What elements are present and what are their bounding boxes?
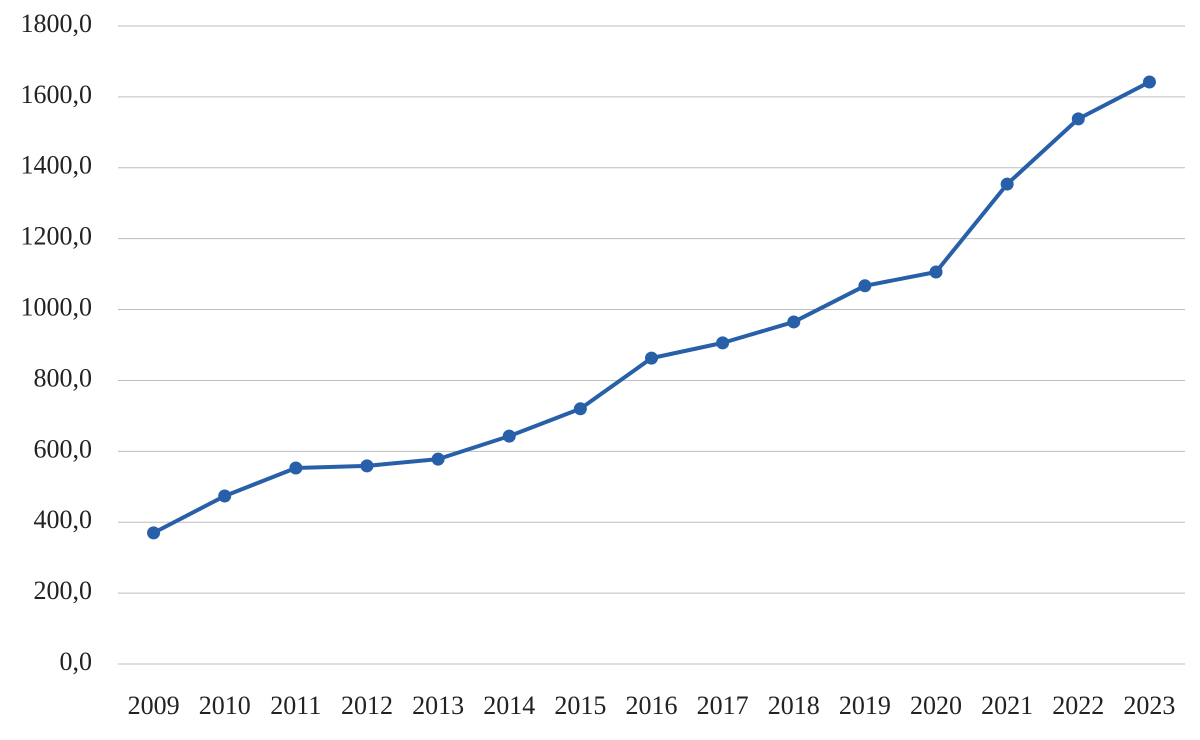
y-tick-label: 1600,0 <box>21 80 93 109</box>
x-tick-label: 2020 <box>910 691 962 720</box>
data-point <box>218 489 232 503</box>
data-point <box>147 526 161 540</box>
x-tick-label: 2016 <box>626 691 678 720</box>
y-tick-label: 1000,0 <box>21 293 93 322</box>
x-tick-label: 2018 <box>768 691 820 720</box>
y-tick-label: 1800,0 <box>21 9 93 38</box>
x-tick-label: 2010 <box>199 691 251 720</box>
data-point <box>573 402 587 416</box>
y-tick-label: 1400,0 <box>21 151 93 180</box>
data-point <box>1142 75 1156 89</box>
x-tick-label: 2021 <box>981 691 1033 720</box>
x-tick-label: 2017 <box>697 691 749 720</box>
data-point <box>360 459 374 473</box>
x-tick-label: 2009 <box>128 691 180 720</box>
data-point <box>929 265 943 279</box>
data-point <box>645 351 658 365</box>
x-tick-label: 2014 <box>483 691 535 720</box>
data-point <box>431 452 445 466</box>
data-point <box>502 429 516 443</box>
x-tick-label: 2011 <box>270 691 321 720</box>
y-tick-label: 600,0 <box>34 434 93 463</box>
data-point <box>858 279 872 293</box>
y-tick-label: 1200,0 <box>21 222 93 251</box>
x-tick-label: 2013 <box>412 691 464 720</box>
x-tick-label: 2012 <box>341 691 393 720</box>
x-tick-label: 2015 <box>554 691 606 720</box>
x-tick-label: 2023 <box>1123 691 1175 720</box>
y-tick-label: 400,0 <box>34 505 93 534</box>
x-tick-label: 2019 <box>839 691 891 720</box>
data-line <box>152 80 1151 535</box>
y-tick-label: 800,0 <box>34 363 93 392</box>
data-point <box>787 315 801 329</box>
data-point <box>289 461 303 475</box>
data-point <box>716 336 730 350</box>
y-tick-label: 0,0 <box>60 647 93 676</box>
data-point <box>1000 177 1014 191</box>
x-tick-label: 2022 <box>1052 691 1104 720</box>
data-point <box>1071 112 1085 126</box>
y-tick-label: 200,0 <box>34 576 93 605</box>
